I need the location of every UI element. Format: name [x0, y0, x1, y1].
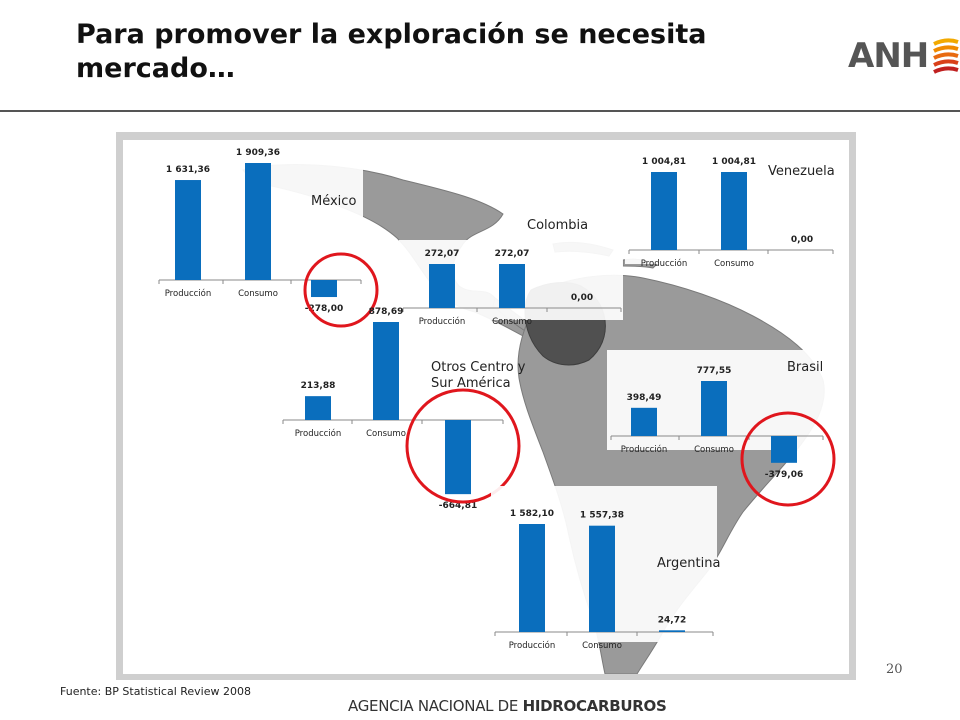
- chart-colombia-data-label-0: 272,07: [425, 249, 460, 259]
- chart-otros-data-label-1: 878,69: [369, 307, 404, 317]
- chart-argentina-category-label-1: Consumo: [582, 641, 622, 651]
- chart-mexico-deficit-circle: [303, 252, 379, 328]
- chart-colombia-category-label-0: Producción: [419, 316, 466, 327]
- agency-name-part-2: HIDROCARBUROS: [522, 697, 667, 715]
- map-panel: 1 631,36 Producción 1 909,36 Consumo -278,00…: [123, 140, 849, 674]
- latin-america-map: 1 631,36 Producción 1 909,36 Consumo -278,00…: [123, 140, 839, 674]
- region-label-venezuela: Venezuela: [768, 164, 835, 179]
- header-divider: [0, 110, 960, 112]
- anh-flame-icon: [933, 38, 959, 74]
- chart-argentina-data-label-1: 1 557,38: [580, 511, 624, 521]
- slide-title-line-2: mercado…: [76, 53, 235, 84]
- page-number: 20: [886, 662, 903, 677]
- chart-otros-category-label-0: Producción: [295, 428, 342, 439]
- chart-brasil-bar-0: [631, 407, 657, 436]
- chart-brasil-category-label-1: Consumo: [694, 445, 734, 455]
- chart-otros-deficit-circle: [405, 388, 521, 504]
- region-label-mexico: México: [311, 194, 357, 209]
- agency-footer: AGENCIA NACIONAL DE HIDROCARBUROS: [348, 697, 667, 715]
- chart-mexico-category-label-1: Consumo: [238, 289, 278, 299]
- chart-brasil-data-label-1: 777,55: [697, 366, 732, 376]
- anh-logo-text: ANH: [848, 36, 929, 76]
- chart-mexico-category-label-0: Producción: [165, 288, 212, 299]
- source-note: Fuente: BP Statistical Review 2008: [60, 685, 251, 698]
- charts-layer: 1 631,36 Producción 1 909,36 Consumo -278,00…: [123, 140, 839, 651]
- chart-otros-bar-1: [373, 322, 399, 420]
- chart-otros-category-label-1: Consumo: [366, 429, 406, 439]
- chart-brasil-category-label-0: Producción: [621, 444, 668, 455]
- chart-colombia-bar-0: [429, 264, 455, 308]
- chart-venezuela-data-label-1: 1 004,81: [712, 157, 756, 167]
- chart-argentina-category-label-0: Producción: [509, 640, 556, 651]
- chart-venezuela: 1 004,81 Producción 1 004,81 Consumo 0,00: [625, 140, 839, 269]
- chart-colombia-category-label-1: Consumo: [492, 317, 532, 327]
- region-label-otros: Otros Centro y Sur América: [431, 360, 526, 391]
- chart-otros: 213,88 Producción 878,69 Consumo -664,81: [279, 307, 521, 511]
- chart-argentina-bar-1: [589, 525, 615, 632]
- agency-name-part-1: AGENCIA NACIONAL DE: [348, 697, 523, 715]
- region-label-argentina: Argentina: [657, 556, 721, 571]
- chart-venezuela-category-label-0: Producción: [641, 258, 688, 269]
- chart-venezuela-data-label-0: 1 004,81: [642, 157, 686, 167]
- chart-argentina-bar-2: [659, 630, 685, 632]
- chart-mexico-bar-0: [175, 180, 201, 280]
- chart-venezuela-data-label-2: 0,00: [791, 235, 813, 245]
- chart-brasil-data-label-0: 398,49: [627, 393, 662, 403]
- region-label-colombia: Colombia: [527, 218, 589, 233]
- chart-colombia-bar-1: [499, 264, 525, 308]
- chart-brasil-bar-2: [771, 436, 797, 463]
- chart-argentina-data-label-0: 1 582,10: [510, 509, 554, 519]
- chart-otros-data-label-0: 213,88: [301, 381, 336, 391]
- chart-argentina-data-label-2: 24,72: [658, 615, 686, 625]
- chart-brasil-data-label-2: -379,06: [765, 470, 803, 480]
- chart-mexico-bar-2: [311, 280, 337, 298]
- region-label-brasil: Brasil: [787, 360, 824, 375]
- chart-brasil: 398,49 Producción 777,55 Consumo -379,06: [607, 350, 836, 507]
- anh-logo: ANH: [848, 36, 960, 76]
- slide-title: Para promover la exploración se necesita…: [76, 18, 707, 86]
- chart-brasil-deficit-circle: [740, 411, 836, 507]
- chart-venezuela-bar-0: [651, 172, 677, 250]
- chart-mexico-bar-1: [245, 163, 271, 280]
- chart-brasil-bar-1: [701, 381, 727, 436]
- chart-argentina-bar-0: [519, 524, 545, 632]
- chart-mexico: 1 631,36 Producción 1 909,36 Consumo -278,00: [123, 140, 379, 328]
- chart-mexico-data-label-2: -278,00: [305, 304, 343, 314]
- chart-colombia-data-label-2: 0,00: [571, 293, 593, 303]
- chart-otros-data-label-2: -664,81: [439, 501, 477, 511]
- chart-argentina: 1 582,10 Producción 1 557,38 Consumo 24,72: [491, 486, 717, 651]
- chart-otros-bar-0: [305, 396, 331, 420]
- chart-colombia: 272,07 Producción 272,07 Consumo 0,00: [399, 240, 623, 327]
- slide-title-line-1: Para promover la exploración se necesita: [76, 19, 707, 50]
- chart-otros-bar-2: [445, 420, 471, 495]
- chart-colombia-data-label-1: 272,07: [495, 249, 530, 259]
- chart-mexico-data-label-1: 1 909,36: [236, 148, 280, 158]
- chart-venezuela-bar-1: [721, 172, 747, 250]
- chart-venezuela-category-label-1: Consumo: [714, 259, 754, 269]
- chart-mexico-data-label-0: 1 631,36: [166, 165, 210, 175]
